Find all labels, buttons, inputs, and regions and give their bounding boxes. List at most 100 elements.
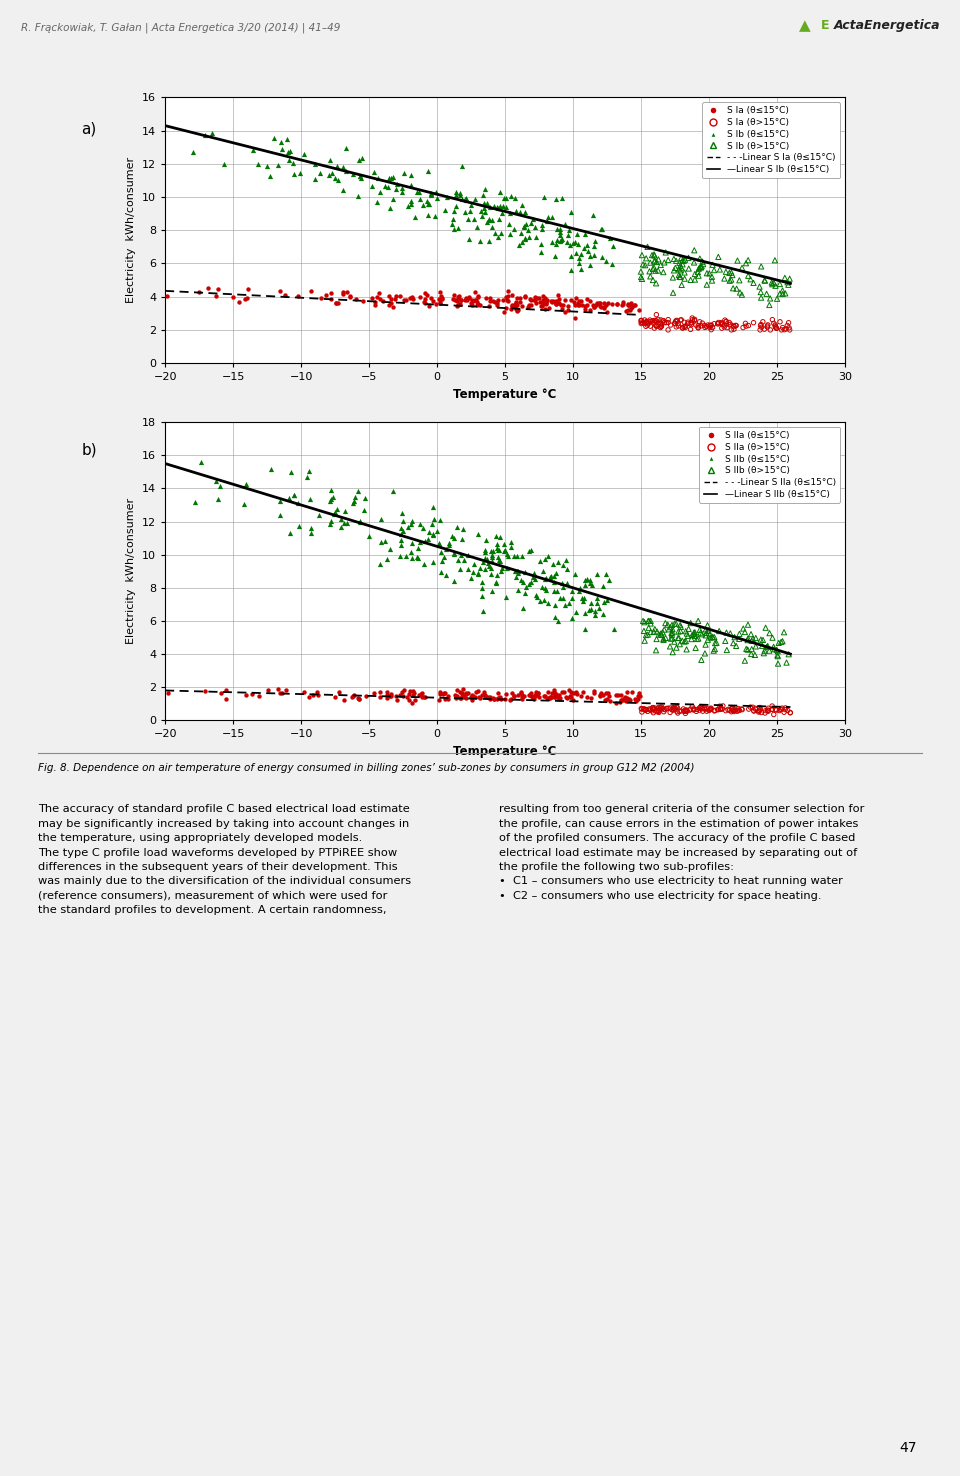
Point [596, 291, 612, 314]
Point [282, 521, 298, 545]
Point [465, 683, 480, 707]
Point [558, 548, 573, 571]
Point [437, 545, 452, 568]
Point [573, 289, 588, 313]
Point [469, 291, 485, 314]
Point [487, 195, 502, 218]
Point [527, 285, 542, 308]
Point [403, 192, 419, 215]
Point [450, 294, 466, 317]
Point [303, 517, 319, 540]
Point [275, 682, 290, 706]
Point [687, 620, 703, 644]
Point [703, 697, 718, 720]
Point [396, 161, 412, 184]
Point [506, 543, 521, 567]
Point [665, 617, 681, 641]
Point [455, 682, 470, 706]
Point [740, 264, 756, 288]
Point [478, 286, 493, 310]
Point [458, 680, 473, 704]
Point [372, 288, 388, 311]
Point [312, 161, 327, 184]
Point [530, 680, 545, 704]
Point [431, 533, 446, 556]
Point [714, 311, 730, 335]
Point [482, 688, 497, 711]
Point [239, 472, 254, 496]
Point [273, 682, 288, 706]
Point [540, 686, 555, 710]
Point [403, 173, 419, 196]
Point [435, 682, 450, 706]
Point [396, 685, 411, 708]
Point [778, 266, 793, 289]
Point [734, 283, 750, 307]
Point [726, 698, 741, 722]
Point [608, 691, 623, 714]
Point [748, 698, 763, 722]
Point [453, 182, 468, 205]
Point [462, 199, 477, 223]
Point [727, 698, 742, 722]
Point [352, 511, 368, 534]
Point [515, 686, 530, 710]
Point [484, 549, 499, 573]
Point [503, 530, 518, 554]
Point [778, 282, 793, 306]
Point [762, 621, 778, 645]
Point [722, 310, 737, 334]
Point [534, 241, 549, 264]
Point [782, 701, 798, 725]
Point [231, 291, 247, 314]
Point [669, 700, 684, 723]
Point [647, 244, 662, 267]
Point [722, 269, 737, 292]
Point [447, 683, 463, 707]
Point [534, 295, 549, 319]
Point [682, 698, 697, 722]
Point [677, 310, 692, 334]
Point [503, 536, 518, 559]
Point [307, 167, 323, 190]
Point [374, 289, 390, 313]
Point [577, 297, 592, 320]
Point [636, 697, 652, 720]
Point [564, 682, 580, 706]
Point [648, 639, 663, 663]
Point [513, 286, 528, 310]
Point [542, 685, 558, 708]
Point [273, 489, 288, 512]
Point [404, 531, 420, 555]
Point [756, 317, 772, 341]
Point [508, 292, 523, 316]
Point [725, 697, 740, 720]
Point [456, 685, 471, 708]
Point [780, 273, 796, 297]
Point [681, 617, 696, 641]
Point [523, 288, 539, 311]
Point [446, 542, 462, 565]
Point [460, 558, 475, 582]
Point [679, 638, 694, 661]
Point [490, 562, 505, 586]
Point [553, 292, 568, 316]
Point [713, 697, 729, 720]
Point [554, 227, 569, 251]
Point [504, 184, 519, 208]
Y-axis label: Electricity  kWh/consumer: Electricity kWh/consumer [127, 497, 136, 645]
Point [741, 697, 756, 720]
Point [476, 551, 492, 574]
Point [743, 623, 758, 646]
Point [523, 680, 539, 704]
Point [716, 316, 732, 339]
Point [699, 697, 714, 720]
Point [706, 639, 721, 663]
Point [450, 285, 466, 308]
Point [535, 214, 550, 238]
Point [506, 683, 521, 707]
Point [454, 187, 469, 211]
Point [498, 297, 514, 320]
Point [496, 531, 512, 555]
Point [393, 545, 408, 568]
